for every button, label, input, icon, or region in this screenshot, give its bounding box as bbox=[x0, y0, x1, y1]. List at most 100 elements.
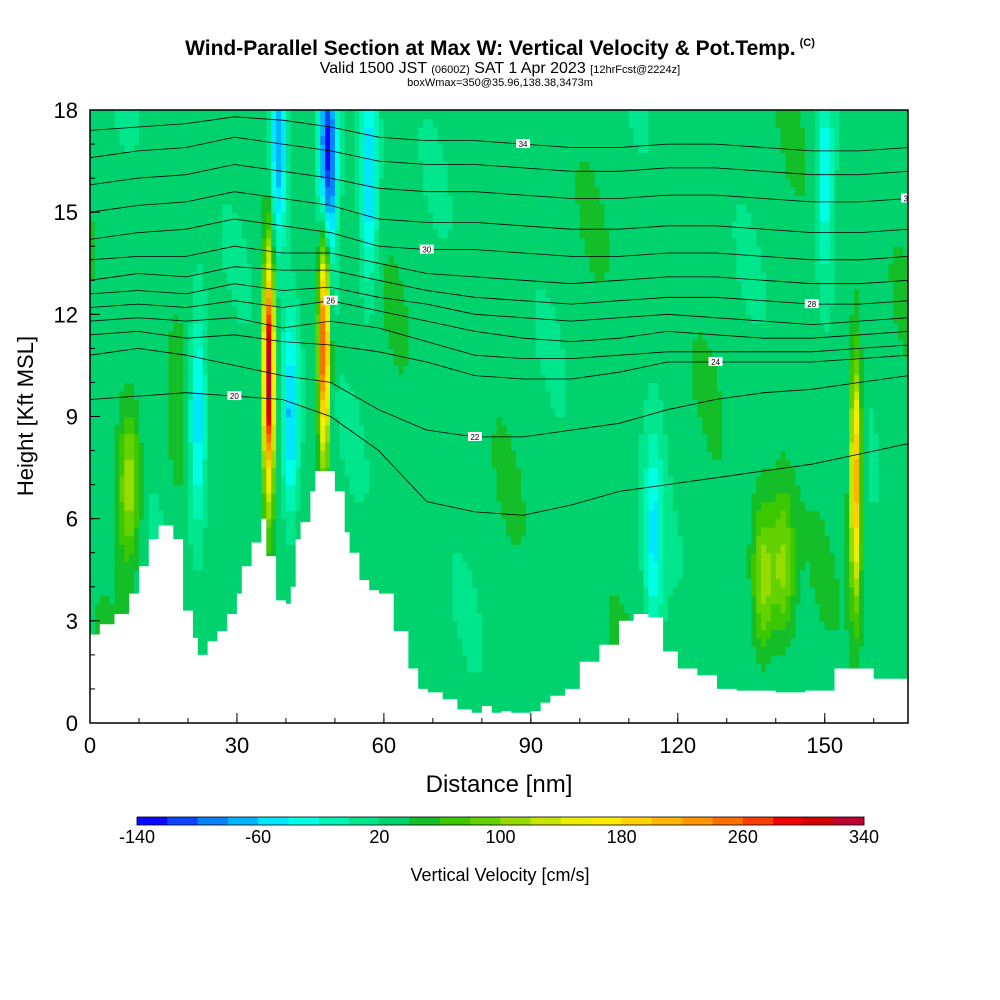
velocity-cell bbox=[109, 110, 116, 120]
velocity-cell bbox=[227, 135, 233, 145]
velocity-cell bbox=[285, 586, 292, 596]
velocity-cell bbox=[90, 118, 96, 128]
velocity-cell bbox=[418, 510, 424, 520]
velocity-cell bbox=[418, 518, 424, 528]
velocity-cell bbox=[383, 169, 390, 179]
velocity-cell bbox=[276, 135, 282, 145]
velocity-cell bbox=[339, 263, 346, 273]
velocity-cell bbox=[236, 305, 243, 315]
velocity-cell bbox=[153, 152, 160, 162]
velocity-cell bbox=[413, 118, 419, 128]
velocity-cell bbox=[99, 271, 106, 281]
velocity-cell bbox=[119, 569, 125, 579]
velocity-cell bbox=[320, 407, 326, 418]
velocity-cell bbox=[285, 484, 292, 494]
velocity-cell bbox=[236, 118, 243, 128]
velocity-cell bbox=[94, 595, 101, 605]
velocity-cell bbox=[393, 229, 400, 239]
velocity-cell bbox=[374, 382, 380, 392]
velocity-cell bbox=[325, 416, 331, 426]
velocity-cell bbox=[119, 271, 125, 281]
velocity-cell bbox=[197, 425, 204, 435]
velocity-cell bbox=[129, 442, 135, 452]
velocity-cell bbox=[143, 127, 150, 137]
velocity-cell bbox=[364, 331, 370, 341]
velocity-cell bbox=[90, 450, 96, 460]
velocity-cell bbox=[119, 152, 125, 162]
velocity-cell bbox=[398, 382, 405, 392]
velocity-cell bbox=[418, 373, 424, 384]
velocity-cell bbox=[134, 297, 140, 307]
velocity-cell bbox=[217, 297, 223, 307]
velocity-cell bbox=[222, 365, 228, 375]
velocity-cell bbox=[217, 586, 223, 596]
velocity-cell bbox=[134, 518, 140, 528]
velocity-cell bbox=[104, 459, 111, 469]
velocity-cell bbox=[256, 161, 263, 171]
velocity-cell bbox=[383, 390, 390, 401]
velocity-cell bbox=[114, 425, 120, 435]
velocity-cell bbox=[344, 271, 351, 281]
velocity-cell bbox=[232, 169, 238, 179]
velocity-cell bbox=[241, 178, 248, 188]
velocity-cell bbox=[403, 552, 409, 562]
velocity-cell bbox=[305, 212, 312, 222]
velocity-cell bbox=[232, 161, 238, 171]
velocity-cell bbox=[403, 620, 409, 630]
velocity-cell bbox=[94, 620, 101, 630]
velocity-cell bbox=[256, 110, 263, 120]
velocity-cell bbox=[256, 203, 263, 213]
velocity-cell bbox=[143, 110, 150, 120]
velocity-cell bbox=[261, 373, 267, 384]
velocity-cell bbox=[187, 595, 194, 605]
velocity-cell bbox=[320, 203, 326, 213]
velocity-cell bbox=[393, 620, 400, 630]
velocity-cell bbox=[423, 118, 429, 128]
velocity-cell bbox=[403, 322, 409, 332]
velocity-cell bbox=[148, 229, 155, 239]
velocity-cell bbox=[251, 297, 258, 307]
velocity-cell bbox=[393, 314, 400, 324]
velocity-cell bbox=[305, 305, 312, 315]
velocity-cell bbox=[114, 459, 120, 469]
velocity-cell bbox=[217, 339, 223, 349]
velocity-cell bbox=[403, 544, 409, 554]
velocity-cell bbox=[94, 203, 101, 213]
velocity-cell bbox=[114, 331, 120, 341]
velocity-cell bbox=[124, 484, 130, 494]
velocity-cell bbox=[90, 297, 96, 307]
velocity-cell bbox=[295, 339, 302, 349]
velocity-cell bbox=[310, 331, 316, 341]
velocity-cell bbox=[94, 527, 101, 537]
velocity-cell bbox=[94, 135, 101, 145]
velocity-cell bbox=[261, 195, 267, 205]
velocity-cell bbox=[354, 459, 360, 469]
velocity-cell bbox=[285, 552, 292, 562]
velocity-cell bbox=[99, 373, 106, 384]
velocity-cell bbox=[325, 356, 331, 367]
velocity-cell bbox=[114, 586, 120, 596]
velocity-cell bbox=[246, 476, 253, 486]
velocity-cell bbox=[192, 629, 199, 639]
velocity-cell bbox=[330, 407, 336, 418]
velocity-cell bbox=[90, 467, 96, 477]
velocity-cell bbox=[354, 186, 360, 196]
velocity-cell bbox=[236, 416, 243, 426]
velocity-cell bbox=[114, 288, 120, 298]
velocity-cell bbox=[183, 135, 189, 145]
velocity-cell bbox=[364, 544, 370, 554]
velocity-cell bbox=[217, 484, 223, 494]
velocity-cell bbox=[349, 493, 356, 503]
velocity-cell bbox=[173, 254, 179, 264]
velocity-cell bbox=[295, 314, 302, 324]
velocity-cell bbox=[393, 518, 400, 528]
velocity-cell bbox=[398, 501, 405, 511]
velocity-cell bbox=[359, 561, 365, 571]
velocity-cell bbox=[94, 186, 101, 196]
velocity-cell bbox=[134, 161, 140, 171]
velocity-cell bbox=[114, 229, 120, 239]
velocity-cell bbox=[354, 280, 360, 290]
velocity-cell bbox=[354, 382, 360, 392]
velocity-cell bbox=[266, 161, 272, 171]
velocity-cell bbox=[232, 348, 238, 358]
